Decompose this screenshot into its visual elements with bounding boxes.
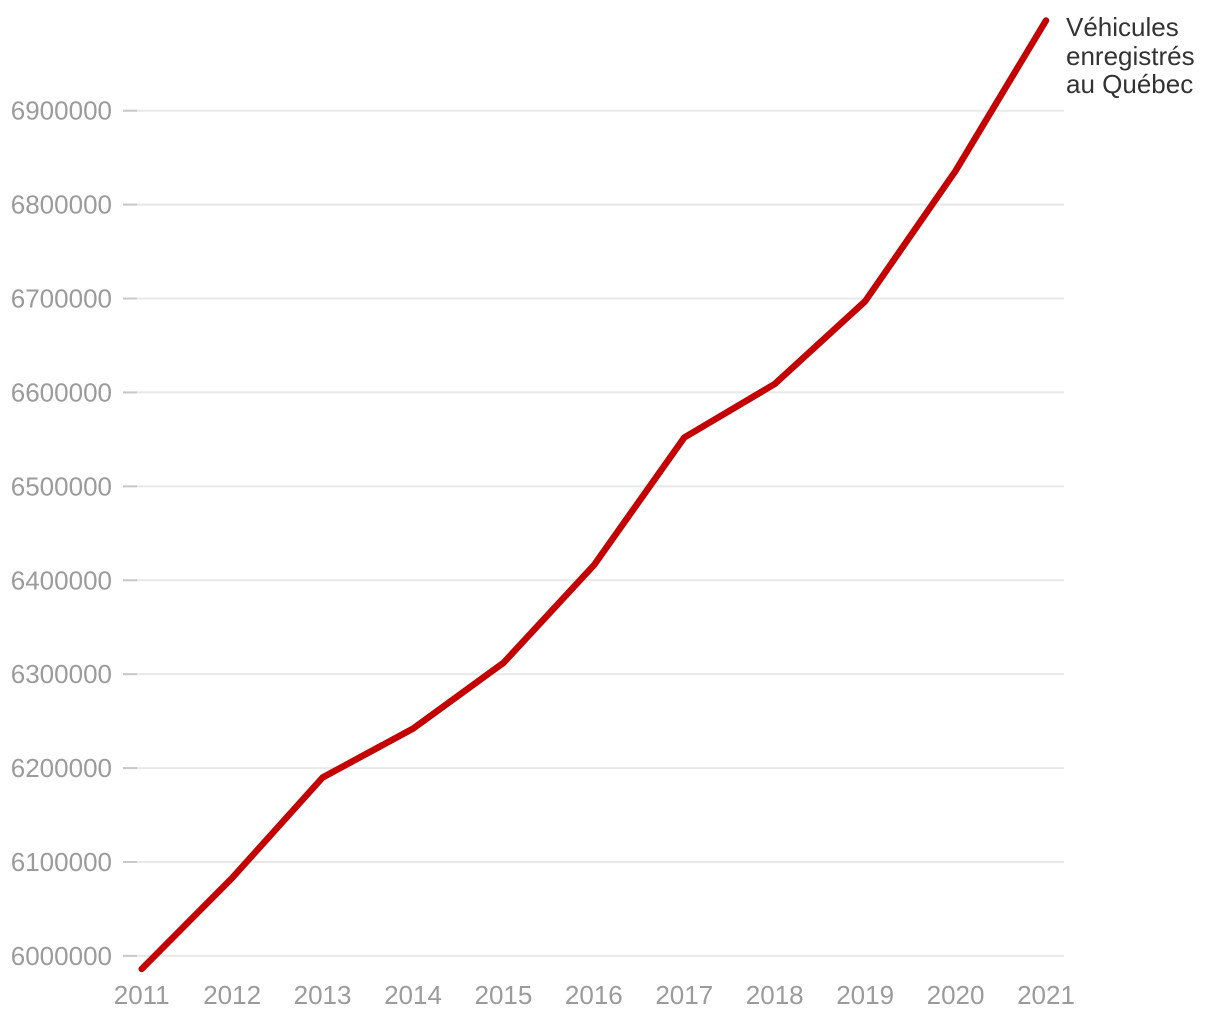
y-axis-tick-label: 6000000 [11,941,112,971]
series-label-line-2: enregistrés [1066,40,1195,71]
x-axis-tick-label: 2018 [746,980,804,1010]
x-axis-tick-label: 2017 [655,980,713,1010]
y-axis-tick-label: 6400000 [11,565,112,595]
x-axis-tick-label: 2013 [294,980,352,1010]
y-axis-tick-label: 6700000 [11,284,112,314]
x-axis-tick-label: 2020 [927,980,985,1010]
y-axis-tick-label: 6100000 [11,847,112,877]
x-axis-tick-label: 2011 [114,980,170,1010]
series-label-line-1: Véhicules [1066,12,1179,42]
x-axis-tick-label: 2021 [1017,980,1075,1010]
y-axis-tick-label: 6800000 [11,190,112,220]
y-axis-tick-label: 6300000 [11,659,112,689]
series-end-label: Véhicules enregistrés au Québec [1066,13,1195,99]
x-axis-tick-label: 2016 [565,980,623,1010]
x-axis-tick-label: 2012 [203,980,261,1010]
series-label-line-3: au Québec [1066,69,1194,99]
x-axis-tick-label: 2014 [384,980,442,1010]
x-axis-tick-label: 2019 [836,980,894,1010]
y-axis-tick-label: 6200000 [11,753,112,783]
data-line-véhicules-enregistrés-au-québec [138,17,1050,973]
y-axis-tick-label: 6500000 [11,471,112,501]
y-axis-tick-label: 6600000 [11,377,112,407]
y-axis-tick-label: 6900000 [11,96,112,126]
x-axis-tick-label: 2015 [474,980,532,1010]
